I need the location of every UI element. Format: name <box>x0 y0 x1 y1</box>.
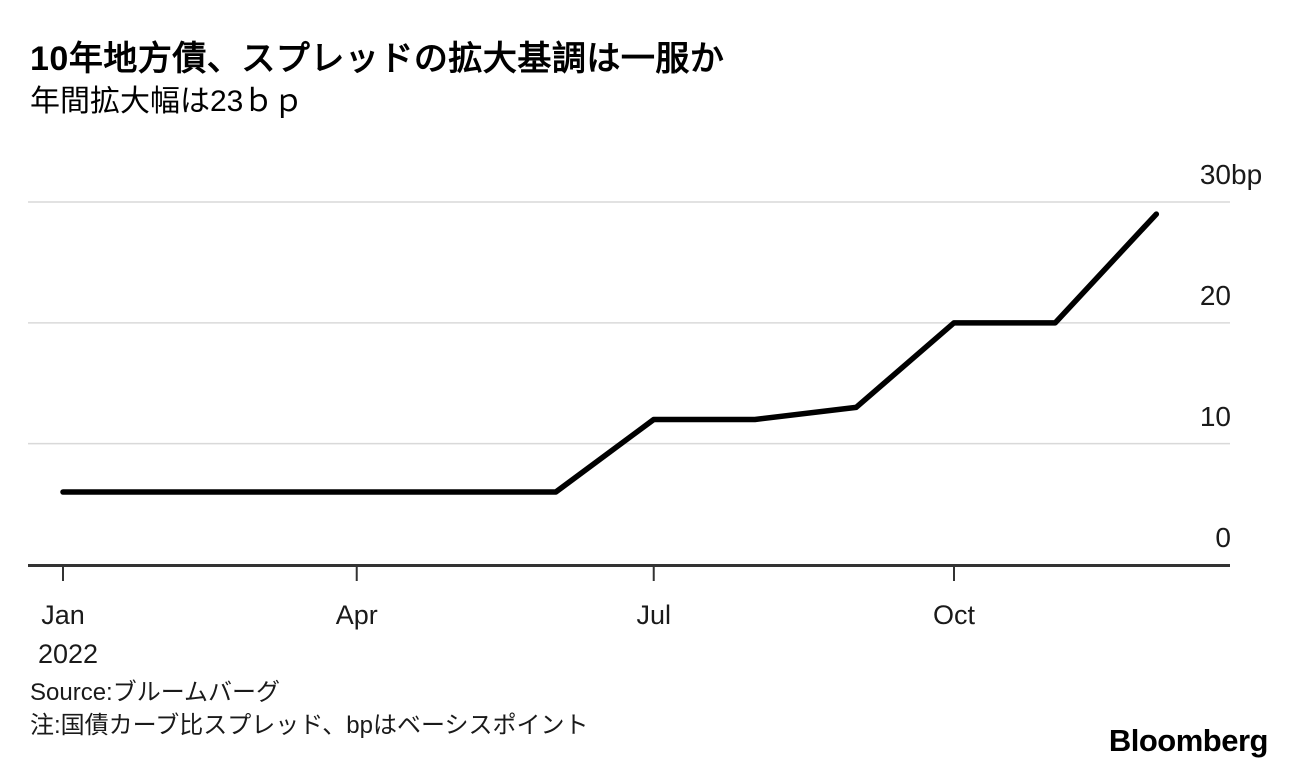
y-axis-unit: bp <box>1231 159 1263 190</box>
y-axis-label-20: 20 <box>1200 279 1231 313</box>
source-text: Source:ブルームバーグ <box>30 679 280 706</box>
y-axis-label-10: 10 <box>1200 400 1231 434</box>
y-axis-label-30: 30 bp <box>1199 158 1262 192</box>
x-axis-label-jul: Jul <box>636 600 671 630</box>
chart-title: 10年地方債、スプレッドの拡大基調は一服か <box>30 40 725 78</box>
x-axis-label-jan: Jan <box>41 600 85 630</box>
x-axis-year-label: 2022 <box>37 639 99 669</box>
chart-footer: Source:ブルームバーグ 注:国債カーブ比スプレッド、bpはベーシスポイント <box>30 676 588 742</box>
spread-line-series <box>60 211 1160 495</box>
y-tick-value: 30 <box>1199 159 1231 190</box>
x-axis-label-oct: Oct <box>932 600 975 630</box>
note-text: 注:国債カーブ比スプレッド、bpはベーシスポイント <box>30 712 589 739</box>
y-tick-value: 20 <box>1199 279 1231 311</box>
y-tick-value: 10 <box>1199 400 1231 432</box>
x-axis-label-apr: Apr <box>335 600 378 630</box>
bloomberg-logo: Bloomberg <box>1108 723 1269 758</box>
y-tick-value: 0 <box>1215 521 1231 553</box>
y-axis-label-0: 0 <box>1215 521 1231 555</box>
chart-subtitle: 年間拡大幅は23ｂｐ <box>30 85 304 118</box>
